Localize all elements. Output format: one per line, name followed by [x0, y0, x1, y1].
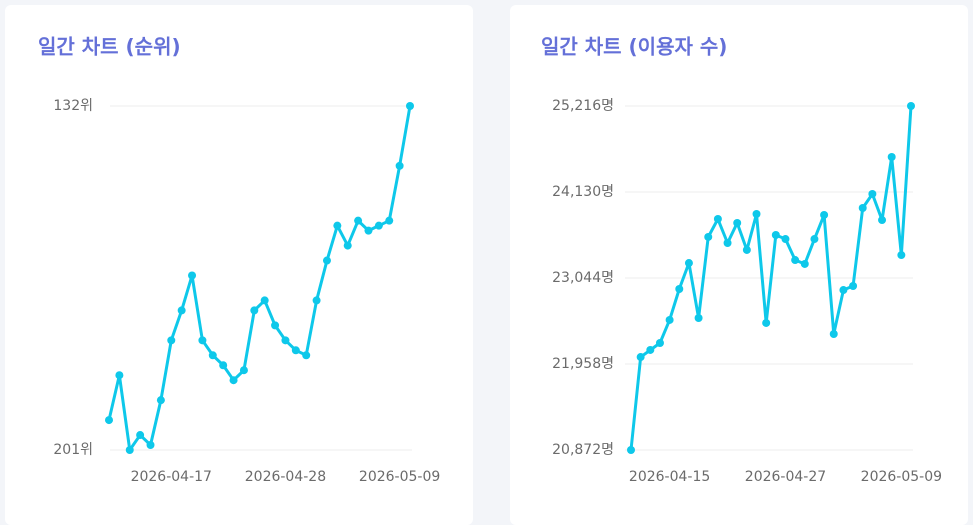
y-tick-label: 132위: [53, 98, 93, 114]
point: [395, 161, 404, 170]
point: [156, 396, 165, 405]
point: [167, 336, 176, 345]
point: [762, 318, 771, 327]
point: [177, 306, 186, 315]
point: [829, 329, 838, 338]
point: [684, 259, 693, 268]
card: [510, 5, 968, 525]
point: [733, 218, 742, 227]
point: [208, 351, 217, 360]
point: [281, 336, 290, 345]
point: [406, 102, 414, 110]
x-tick-label: 2026-04-15: [629, 469, 710, 485]
point: [229, 376, 238, 385]
x-tick-label: 2026-04-27: [745, 469, 826, 485]
point: [800, 259, 809, 268]
y-tick-label: 23,044명: [552, 270, 614, 286]
point: [704, 232, 713, 241]
y-tick-label: 24,130명: [552, 184, 614, 200]
point: [115, 371, 124, 380]
point: [887, 152, 896, 161]
point: [136, 431, 145, 440]
point: [354, 216, 363, 225]
point: [655, 339, 664, 348]
point: [723, 238, 732, 247]
point: [878, 216, 887, 225]
point: [146, 441, 155, 450]
point: [125, 446, 134, 454]
point: [694, 313, 703, 322]
point: [868, 189, 877, 198]
point: [820, 210, 829, 219]
chart-title: 일간 차트 (순위): [38, 35, 181, 59]
point: [791, 256, 800, 265]
point: [322, 256, 331, 265]
x-tick-label: 2026-04-28: [245, 469, 326, 485]
chart-title: 일간 차트 (이용자 수): [541, 35, 727, 59]
x-tick-label: 2026-05-09: [861, 469, 942, 485]
point: [781, 235, 790, 244]
point: [188, 271, 197, 280]
point: [675, 285, 684, 294]
point: [665, 315, 674, 324]
point: [385, 216, 394, 225]
point: [897, 251, 906, 260]
x-tick-label: 2026-05-09: [359, 469, 440, 485]
point: [291, 346, 300, 355]
y-tick-label: 20,872명: [552, 442, 614, 458]
point: [198, 336, 207, 345]
point: [219, 361, 228, 370]
point: [636, 353, 645, 362]
x-tick-label: 2026-04-17: [131, 469, 212, 485]
y-tick-label: 21,958명: [552, 356, 614, 372]
point: [771, 231, 780, 239]
point: [810, 235, 819, 244]
point: [333, 221, 342, 230]
point: [907, 102, 915, 110]
point: [713, 215, 722, 224]
point: [239, 366, 248, 375]
point: [742, 245, 751, 254]
point: [105, 416, 113, 425]
card: [5, 5, 473, 525]
point: [752, 210, 761, 219]
line: [107, 105, 412, 452]
point: [374, 221, 383, 230]
y-tick-label: 25,216명: [552, 98, 614, 114]
point: [646, 345, 655, 354]
point: [849, 281, 858, 290]
y-tick-label: 201위: [53, 442, 93, 458]
point: [627, 446, 635, 454]
point: [302, 351, 311, 360]
point: [250, 306, 259, 315]
point: [271, 321, 280, 330]
point: [343, 241, 352, 250]
point: [839, 286, 848, 295]
point: [260, 296, 269, 305]
point: [364, 226, 373, 235]
point: [858, 203, 867, 212]
point: [312, 296, 321, 305]
